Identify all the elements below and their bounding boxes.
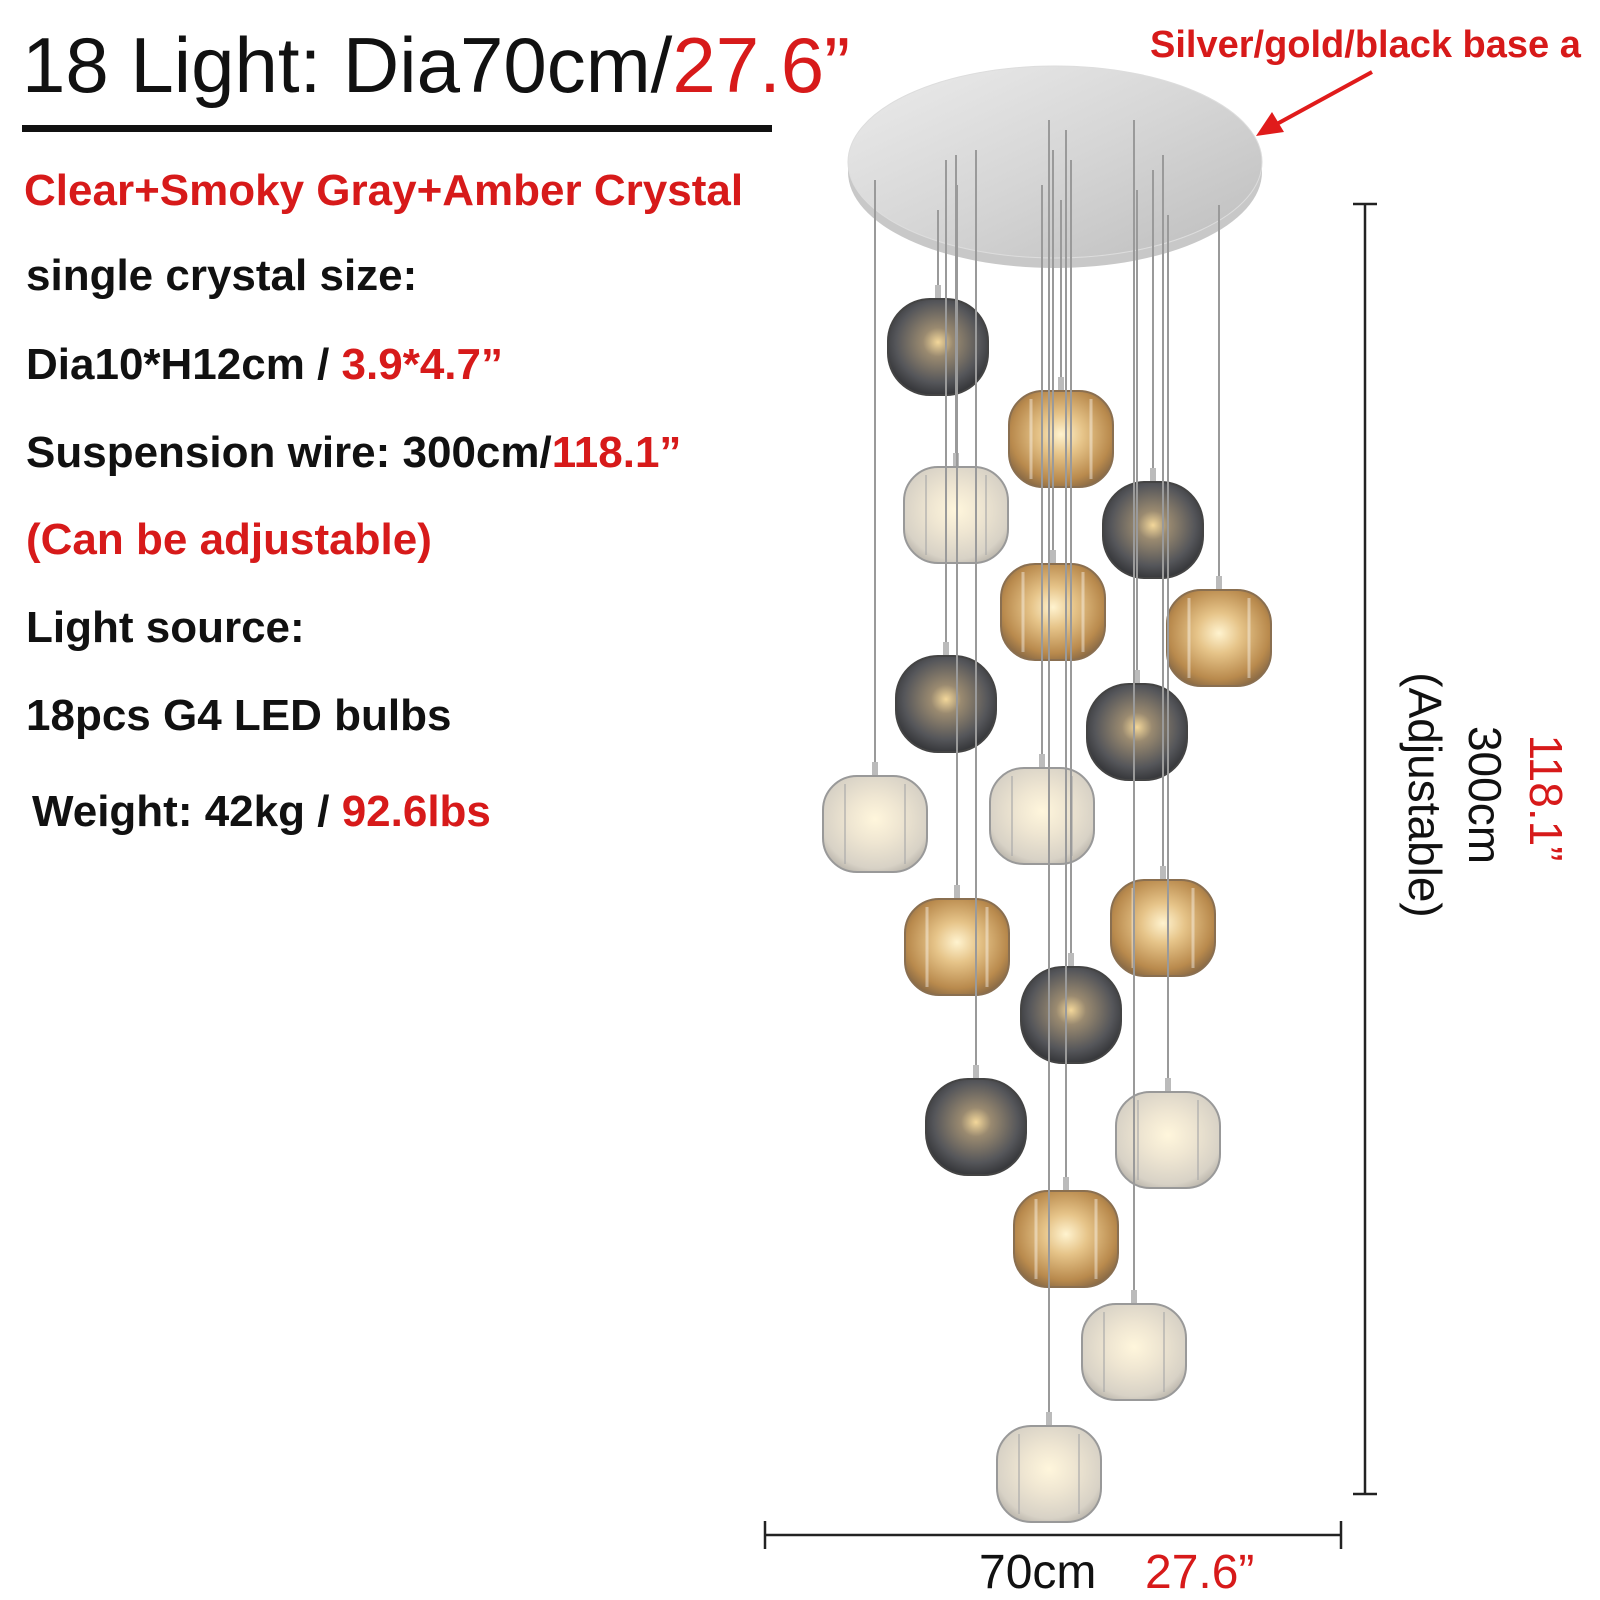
light-source-label: Light source: xyxy=(26,603,305,652)
wire-inch: 118.1” xyxy=(552,428,682,477)
canopy xyxy=(847,65,1263,268)
light-source: 18pcs G4 LED bulbs xyxy=(26,691,451,740)
title-cm: 18 Light: Dia70cm/ xyxy=(22,21,673,109)
wire-cm: Suspension wire: 300cm/ xyxy=(26,428,552,477)
weight-kg: Weight: 42kg / xyxy=(32,787,342,836)
crystal-size-cm: Dia10*H12cm / xyxy=(26,340,342,389)
crystal-size: Dia10*H12cm / 3.9*4.7” xyxy=(26,340,503,389)
arrow-head xyxy=(1256,112,1284,136)
crystal-type: Clear+Smoky Gray+Amber Crystal xyxy=(24,166,743,215)
height-dimension xyxy=(1353,202,1377,1496)
pendants xyxy=(822,120,1273,1523)
weight: Weight: 42kg / 92.6lbs xyxy=(32,787,491,836)
arrow-line xyxy=(1274,70,1373,127)
crystal-size-label: single crystal size: xyxy=(26,251,417,300)
width-dimension xyxy=(763,1521,1343,1549)
width-inch: 27.6” xyxy=(1145,1546,1254,1599)
weight-lbs: 92.6lbs xyxy=(342,787,491,836)
title: 18 Light: Dia70cm/27.6” xyxy=(22,21,850,109)
height-note: (Adjustable) xyxy=(1399,672,1451,917)
width-cm: 70cm xyxy=(979,1546,1096,1599)
adjustable-note: (Can be adjustable) xyxy=(26,515,432,564)
title-underline xyxy=(22,125,772,132)
height-cm: 300cm xyxy=(1459,726,1511,864)
wire-length: Suspension wire: 300cm/118.1” xyxy=(26,428,681,477)
base-note: Silver/gold/black base a xyxy=(1150,24,1582,66)
title-inch: 27.6” xyxy=(672,21,850,109)
crystal-size-inch: 3.9*4.7” xyxy=(342,340,503,389)
height-inch: 118.1” xyxy=(1520,734,1572,861)
